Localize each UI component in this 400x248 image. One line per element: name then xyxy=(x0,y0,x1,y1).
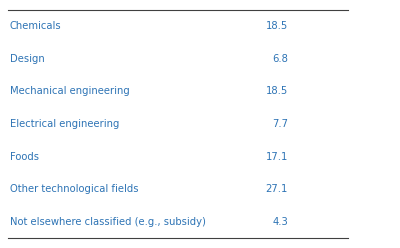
Text: 27.1: 27.1 xyxy=(266,184,288,194)
Text: 18.5: 18.5 xyxy=(266,86,288,96)
Text: 4.3: 4.3 xyxy=(272,217,288,227)
Text: Not elsewhere classified (e.g., subsidy): Not elsewhere classified (e.g., subsidy) xyxy=(10,217,206,227)
Text: 7.7: 7.7 xyxy=(272,119,288,129)
Text: Other technological fields: Other technological fields xyxy=(10,184,138,194)
Text: 6.8: 6.8 xyxy=(272,54,288,64)
Text: Foods: Foods xyxy=(10,152,39,162)
Text: Mechanical engineering: Mechanical engineering xyxy=(10,86,130,96)
Text: 18.5: 18.5 xyxy=(266,21,288,31)
Text: Design: Design xyxy=(10,54,45,64)
Text: Electrical engineering: Electrical engineering xyxy=(10,119,119,129)
Text: Chemicals: Chemicals xyxy=(10,21,62,31)
Text: 17.1: 17.1 xyxy=(266,152,288,162)
